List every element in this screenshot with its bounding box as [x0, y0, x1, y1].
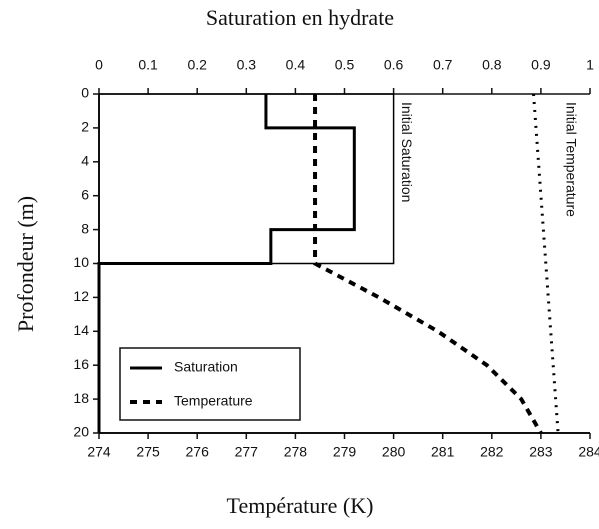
y-tick-label: 8 — [81, 220, 89, 236]
legend-label: Temperature — [174, 393, 253, 409]
x-tick-label: 283 — [529, 444, 553, 460]
x-tick-label: 284 — [578, 444, 599, 460]
annotation: Initial Temperature — [563, 102, 579, 217]
y-tick-label: 10 — [73, 254, 89, 270]
series-line — [313, 94, 543, 435]
x-tick-label: 274 — [87, 444, 111, 460]
x-tick-label: 282 — [480, 444, 504, 460]
x2-tick-label: 0.4 — [286, 57, 306, 73]
x-tick-label: 276 — [186, 444, 210, 460]
x2-axis-title: Saturation en hydrate — [206, 5, 394, 30]
y-axis-title: Profondeur (m) — [13, 196, 38, 332]
x-tick-label: 278 — [284, 444, 308, 460]
reference-line — [532, 93, 560, 434]
x2-tick-label: 1 — [586, 57, 594, 73]
x2-tick-label: 0.3 — [237, 57, 257, 73]
reference-line — [99, 93, 395, 265]
x-tick-label: 277 — [235, 444, 259, 460]
y-tick-label: 2 — [81, 119, 89, 135]
legend-box — [119, 347, 301, 421]
x2-tick-label: 0.7 — [433, 57, 453, 73]
annotation: Initial Saturation — [399, 102, 415, 202]
x2-tick-label: 0.5 — [335, 57, 355, 73]
y-tick-label: 20 — [73, 424, 89, 440]
y-tick-label: 16 — [73, 356, 89, 372]
x-axis-title: Température (K) — [227, 493, 374, 518]
x-tick-label: 281 — [431, 444, 455, 460]
x2-tick-label: 0.1 — [138, 57, 158, 73]
x-tick-label: 275 — [136, 444, 160, 460]
x2-tick-label: 0.2 — [187, 57, 207, 73]
y-tick-label: 4 — [81, 153, 89, 169]
series-line — [97, 94, 356, 433]
x-tick-label: 280 — [382, 444, 406, 460]
y-tick-label: 18 — [73, 390, 89, 406]
y-tick-label: 12 — [73, 288, 89, 304]
x2-tick-label: 0.6 — [384, 57, 404, 73]
y-tick-label: 6 — [81, 186, 89, 202]
y-tick-label: 0 — [81, 85, 89, 101]
x2-tick-label: 0.8 — [482, 57, 502, 73]
x2-tick-label: 0 — [95, 57, 103, 73]
x-tick-label: 279 — [333, 444, 357, 460]
x2-tick-label: 0.9 — [531, 57, 551, 73]
y-tick-label: 14 — [73, 322, 89, 338]
legend-label: Saturation — [174, 359, 238, 375]
